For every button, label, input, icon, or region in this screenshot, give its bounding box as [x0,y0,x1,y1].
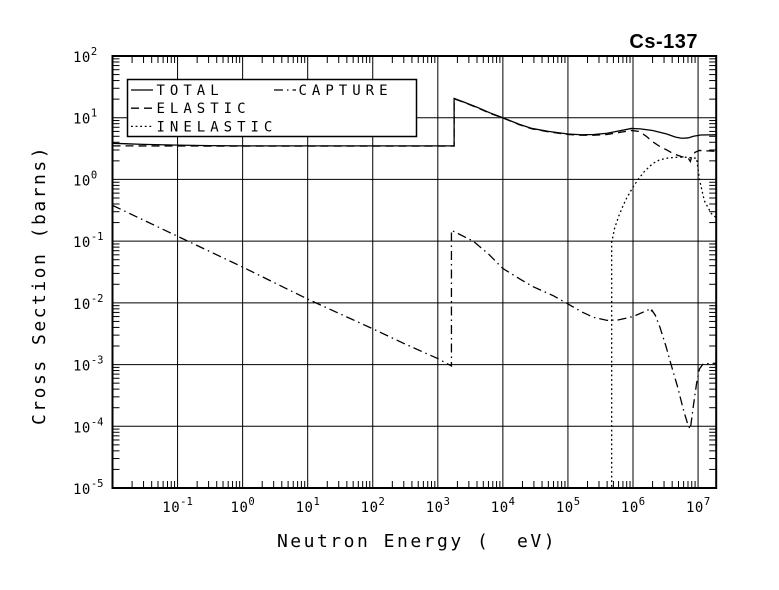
y-tick-label-1e-2: 10-2 [73,293,104,313]
series-inelastic-line [611,156,717,487]
x-tick-label-1e2: 102 [361,496,385,516]
x-tick-label-1e3: 103 [426,496,450,516]
y-tick-label-1e-5: 10-5 [73,478,104,498]
legend: TOTAL ELASTIC INELASTIC CAPTURE [126,78,418,138]
y-tick-label-1e-4: 10-4 [73,416,104,436]
series-elastic-line [112,97,717,164]
plot-frame [111,55,718,489]
legend-label-capture: CAPTURE [299,83,393,99]
y-axis-label: Cross Section (barns) [29,145,50,425]
y-tick-label-1e1: 101 [73,108,97,128]
y-tick-label-1e2: 102 [73,46,97,66]
chart-title: Cs-137 [629,31,698,53]
series-capture-line [112,204,717,432]
x-axis-label: Neutron Energy ( eV) [277,531,557,552]
data-series [112,97,717,487]
axis-minor-ticks [112,56,717,488]
y-tick-label-1e-3: 10-3 [73,355,104,375]
legend-item-capture: CAPTURE [274,83,393,99]
legend-item-inelastic: INELASTIC [131,119,278,135]
legend-label-elastic: ELASTIC [157,101,251,117]
x-tick-label-1e-1: 10-1 [162,496,193,516]
grid-lines [112,56,717,488]
x-tick-label-1e6: 106 [621,496,645,516]
y-tick-labels: 102 101 100 10-1 10-2 10-3 10-4 10-5 [73,46,104,498]
legend-label-inelastic: INELASTIC [157,119,278,135]
x-tick-label-1e7: 107 [686,496,710,516]
y-tick-label-1e0: 100 [73,169,97,189]
legend-label-total: TOTAL [157,83,224,99]
series-total-line [112,97,717,147]
x-tick-label-1e0: 100 [231,496,255,516]
legend-item-elastic: ELASTIC [131,101,251,117]
x-tick-label-1e1: 101 [296,496,320,516]
y-tick-label-1e-1: 10-1 [73,231,104,251]
legend-box [126,78,418,138]
x-tick-label-1e4: 104 [491,496,515,516]
x-tick-label-1e5: 105 [556,496,580,516]
x-tick-labels: 10-1 100 101 102 103 104 105 106 107 [162,496,710,516]
legend-item-total: TOTAL [131,83,224,99]
